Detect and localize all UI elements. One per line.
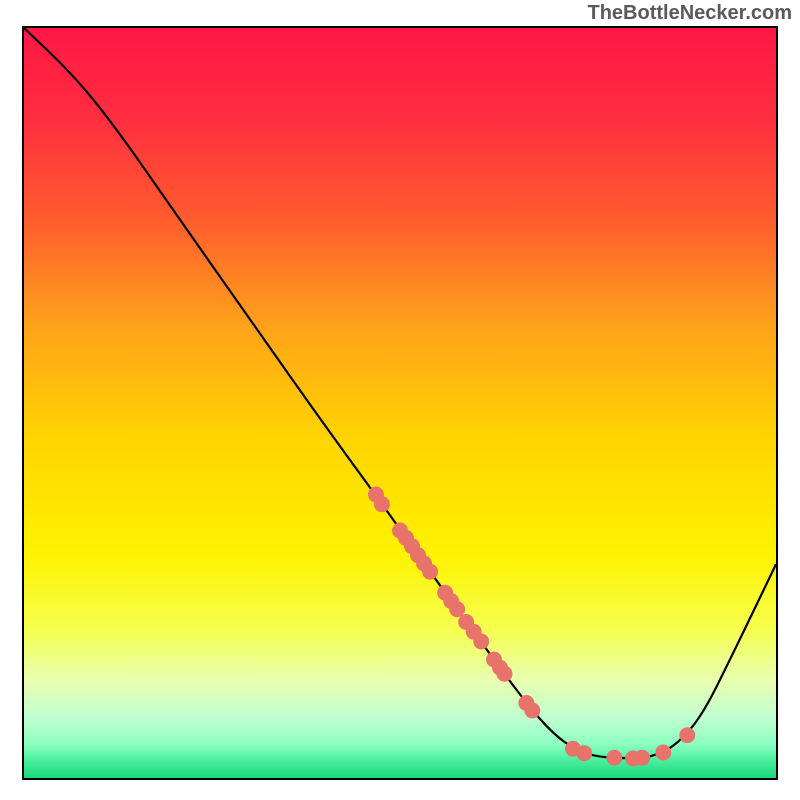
data-marker	[634, 750, 650, 766]
data-marker	[679, 727, 695, 743]
data-marker	[422, 564, 438, 580]
data-marker	[576, 745, 592, 761]
data-marker	[655, 745, 671, 761]
chart-plot-area	[22, 26, 778, 780]
data-marker	[473, 634, 489, 650]
data-marker	[606, 750, 622, 766]
chart-background	[24, 28, 776, 778]
data-marker	[524, 703, 540, 719]
data-marker	[449, 601, 465, 617]
chart-svg	[24, 28, 776, 778]
data-marker	[497, 666, 513, 682]
watermark-text: TheBottleNecker.com	[587, 2, 792, 25]
data-marker	[374, 496, 390, 512]
